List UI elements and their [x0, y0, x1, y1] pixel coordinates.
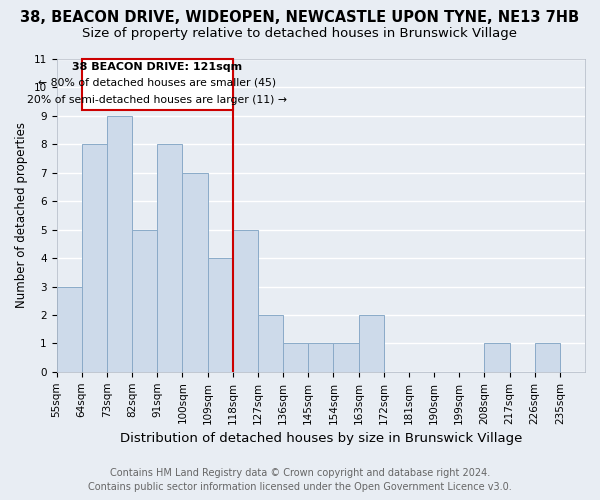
Text: 20% of semi-detached houses are larger (11) →: 20% of semi-detached houses are larger (… [27, 95, 287, 105]
Bar [334, 344, 359, 372]
Bar [359, 315, 383, 372]
Bar [258, 315, 283, 372]
Bar [107, 116, 132, 372]
Text: Size of property relative to detached houses in Brunswick Village: Size of property relative to detached ho… [83, 28, 517, 40]
Text: 38, BEACON DRIVE, WIDEOPEN, NEWCASTLE UPON TYNE, NE13 7HB: 38, BEACON DRIVE, WIDEOPEN, NEWCASTLE UP… [20, 10, 580, 25]
Bar [182, 173, 208, 372]
Bar [208, 258, 233, 372]
Y-axis label: Number of detached properties: Number of detached properties [15, 122, 28, 308]
Bar [157, 144, 182, 372]
Text: ← 80% of detached houses are smaller (45): ← 80% of detached houses are smaller (45… [38, 78, 276, 88]
X-axis label: Distribution of detached houses by size in Brunswick Village: Distribution of detached houses by size … [119, 432, 522, 445]
Bar [56, 286, 82, 372]
Bar [82, 59, 233, 110]
Bar [308, 344, 334, 372]
Bar [283, 344, 308, 372]
Bar [233, 230, 258, 372]
Bar [484, 344, 509, 372]
Text: 38 BEACON DRIVE: 121sqm: 38 BEACON DRIVE: 121sqm [72, 62, 242, 72]
Bar [535, 344, 560, 372]
Bar [132, 230, 157, 372]
Bar [82, 144, 107, 372]
Text: Contains HM Land Registry data © Crown copyright and database right 2024.
Contai: Contains HM Land Registry data © Crown c… [88, 468, 512, 492]
